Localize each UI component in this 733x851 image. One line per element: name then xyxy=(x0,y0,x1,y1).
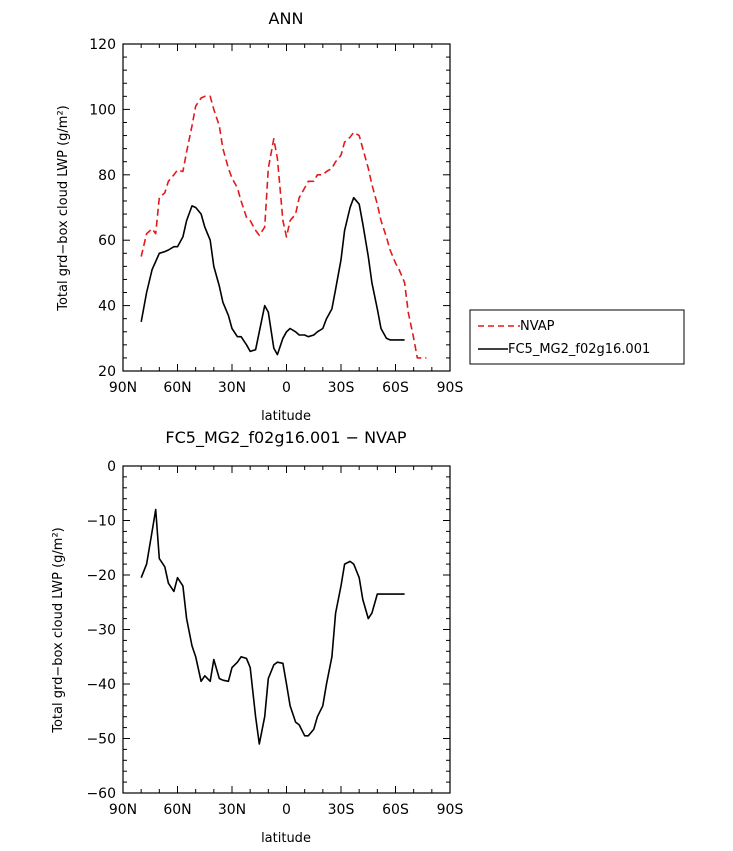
x-axis-label-top: latitude xyxy=(261,409,311,424)
y-tick-label: −60 xyxy=(86,786,116,802)
legend: NVAP FC5_MG2_f02g16.001 xyxy=(469,309,685,365)
series-line-top-1 xyxy=(140,196,405,356)
chart-panel-top: ANN 20 40 60 80 100 120 90N 60N 30N 0 30S 60S 90S l… xyxy=(56,9,463,424)
series-lines-bottom xyxy=(140,508,405,745)
y-tick-label: −50 xyxy=(86,732,116,748)
x-tick-label: 60N xyxy=(163,802,191,818)
x-tick-label: 90S xyxy=(437,802,464,818)
chart-title-bottom: FC5_MG2_f02g16.001 − NVAP xyxy=(165,428,406,448)
x-tick-label: 30N xyxy=(218,380,246,396)
y-tick-label: 40 xyxy=(98,299,116,315)
chart-panel-bottom: FC5_MG2_f02g16.001 − NVAP −60 −50 −40 −30 −2… xyxy=(51,428,463,846)
x-ticks-bottom: 90N 60N 30N 0 30S 60S 90S xyxy=(109,466,464,818)
plot-frame-bottom xyxy=(122,465,451,794)
x-tick-label: 90S xyxy=(437,380,464,396)
x-tick-label: 90N xyxy=(109,802,137,818)
y-tick-label: 120 xyxy=(89,37,116,53)
y-tick-label: −10 xyxy=(86,514,116,530)
y-axis-label-top: Total grd−box cloud LWP (g/m²) xyxy=(56,105,71,312)
x-tick-label: 60S xyxy=(382,380,409,396)
x-axis-label-bottom: latitude xyxy=(261,831,311,846)
x-tick-label: 0 xyxy=(282,380,291,396)
y-tick-label: −40 xyxy=(86,677,116,693)
y-tick-label: 80 xyxy=(98,168,116,184)
y-tick-label: 20 xyxy=(98,364,116,380)
series-line-bottom-0 xyxy=(140,508,405,745)
x-tick-label: 30N xyxy=(218,802,246,818)
x-tick-label: 30S xyxy=(328,802,355,818)
y-tick-label: 0 xyxy=(107,459,116,475)
chart-title-top: ANN xyxy=(269,9,304,28)
x-tick-label: 90N xyxy=(109,380,137,396)
legend-label-nvap: NVAP xyxy=(520,319,555,334)
x-tick-label: 0 xyxy=(282,802,291,818)
legend-label-fc5: FC5_MG2_f02g16.001 xyxy=(508,342,650,357)
y-ticks-bottom: −60 −50 −40 −30 −20 −10 0 xyxy=(86,459,450,802)
legend-box xyxy=(469,309,685,365)
x-tick-label: 60S xyxy=(382,802,409,818)
x-tick-label: 30S xyxy=(328,380,355,396)
series-line-top-0 xyxy=(140,95,427,359)
y-tick-label: 60 xyxy=(98,233,116,249)
y-tick-label: −30 xyxy=(86,623,116,639)
y-ticks-top: 20 40 60 80 100 120 xyxy=(89,37,450,380)
y-tick-label: −20 xyxy=(86,568,116,584)
plot-frame-top xyxy=(122,43,451,372)
series-lines-top xyxy=(140,95,427,359)
x-ticks-top: 90N 60N 30N 0 30S 60S 90S xyxy=(109,44,464,396)
x-tick-label: 60N xyxy=(163,380,191,396)
y-axis-label-bottom: Total grd−box cloud LWP (g/m²) xyxy=(51,527,66,734)
y-tick-label: 100 xyxy=(89,102,116,118)
